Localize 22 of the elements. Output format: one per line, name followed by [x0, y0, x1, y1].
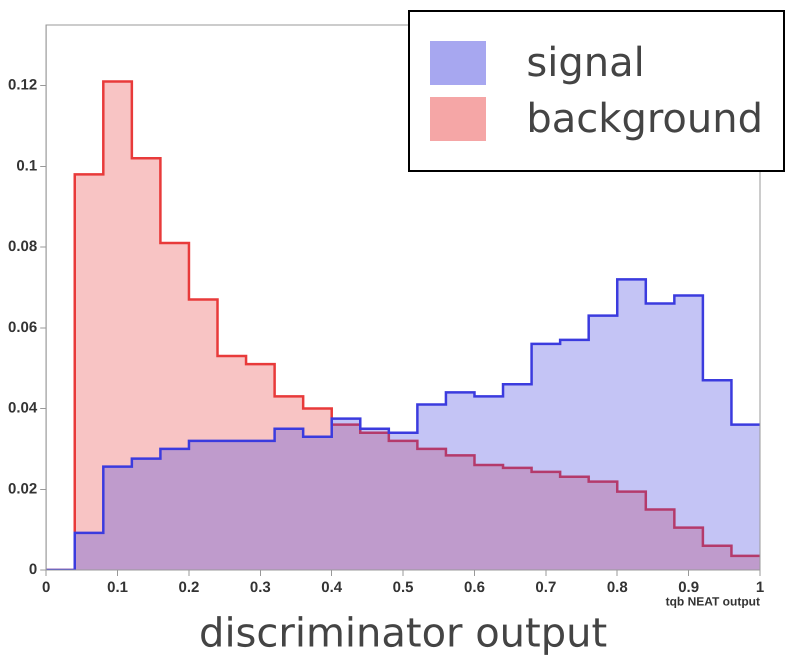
- x-axis-title: discriminator output: [199, 610, 608, 656]
- y-tick-label: 0.02: [8, 480, 38, 498]
- legend-label: signal: [526, 40, 645, 86]
- legend-label: background: [526, 96, 763, 142]
- y-tick-label: 0.08: [8, 238, 38, 256]
- x-tick-label: 0.5: [392, 579, 414, 596]
- y-tick-label: 0.06: [8, 318, 38, 336]
- text: tqb NEAT output: [666, 594, 760, 608]
- x-tick-label: 0.4: [321, 579, 343, 596]
- x-tick-label: 0.2: [178, 579, 200, 596]
- x-tick-label: 0.3: [250, 579, 271, 596]
- x-tick-label: 0.6: [464, 579, 485, 596]
- y-tick-label: 0.12: [8, 76, 38, 94]
- y-tick-label: 0: [28, 561, 38, 578]
- y-tick-label: 0.1: [16, 157, 38, 174]
- y-tick-label: 0.04: [8, 400, 38, 417]
- x-tick-label: 0.1: [107, 579, 128, 596]
- x-tick-label: 1: [756, 579, 764, 596]
- x-tick-label: 0.9: [678, 579, 700, 596]
- x-tick-label: 0: [42, 579, 50, 596]
- x-tick-label: 0.8: [606, 579, 628, 596]
- x-tick-label: 0.7: [535, 579, 556, 596]
